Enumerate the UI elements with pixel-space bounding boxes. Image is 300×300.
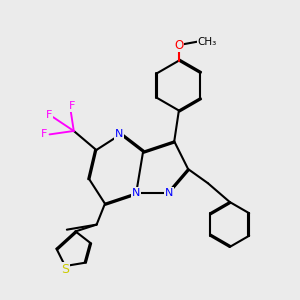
Text: N: N — [165, 188, 173, 198]
Text: F: F — [69, 101, 75, 111]
Text: S: S — [61, 263, 69, 276]
Text: N: N — [115, 129, 123, 139]
Text: N: N — [132, 188, 140, 198]
Text: CH₃: CH₃ — [198, 37, 217, 46]
Text: O: O — [174, 38, 184, 52]
Text: F: F — [46, 110, 52, 120]
Text: F: F — [41, 129, 47, 140]
